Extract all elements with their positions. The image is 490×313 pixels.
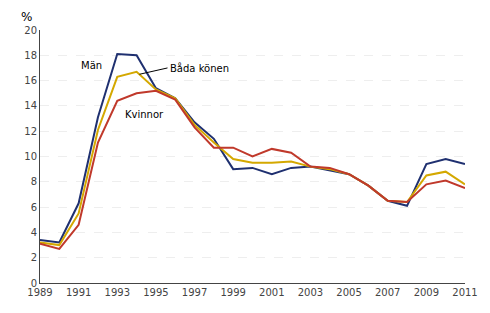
svg-text:6: 6 xyxy=(31,202,37,213)
svg-text:4: 4 xyxy=(31,227,37,238)
svg-text:1991: 1991 xyxy=(66,287,91,298)
svg-text:2001: 2001 xyxy=(259,287,284,298)
svg-text:1995: 1995 xyxy=(143,287,168,298)
svg-text:10: 10 xyxy=(24,151,37,162)
svg-text:16: 16 xyxy=(24,75,37,86)
svg-text:1997: 1997 xyxy=(182,287,207,298)
svg-text:14: 14 xyxy=(24,100,37,111)
svg-text:1989: 1989 xyxy=(27,287,52,298)
svg-text:8: 8 xyxy=(31,176,37,187)
svg-text:2011: 2011 xyxy=(452,287,477,298)
svg-text:Båda könen: Båda könen xyxy=(170,62,229,74)
svg-text:2007: 2007 xyxy=(375,287,400,298)
svg-text:2009: 2009 xyxy=(414,287,439,298)
svg-text:20: 20 xyxy=(24,25,37,36)
svg-text:1999: 1999 xyxy=(220,287,245,298)
svg-text:2003: 2003 xyxy=(298,287,323,298)
svg-text:Män: Män xyxy=(81,60,102,71)
svg-text:Kvinnor: Kvinnor xyxy=(125,109,164,120)
svg-text:2005: 2005 xyxy=(336,287,361,298)
svg-text:2: 2 xyxy=(31,252,37,263)
svg-text:%: % xyxy=(21,10,32,24)
svg-text:1993: 1993 xyxy=(105,287,130,298)
svg-text:12: 12 xyxy=(24,126,37,137)
svg-text:18: 18 xyxy=(24,50,37,61)
svg-text:0: 0 xyxy=(31,278,37,289)
